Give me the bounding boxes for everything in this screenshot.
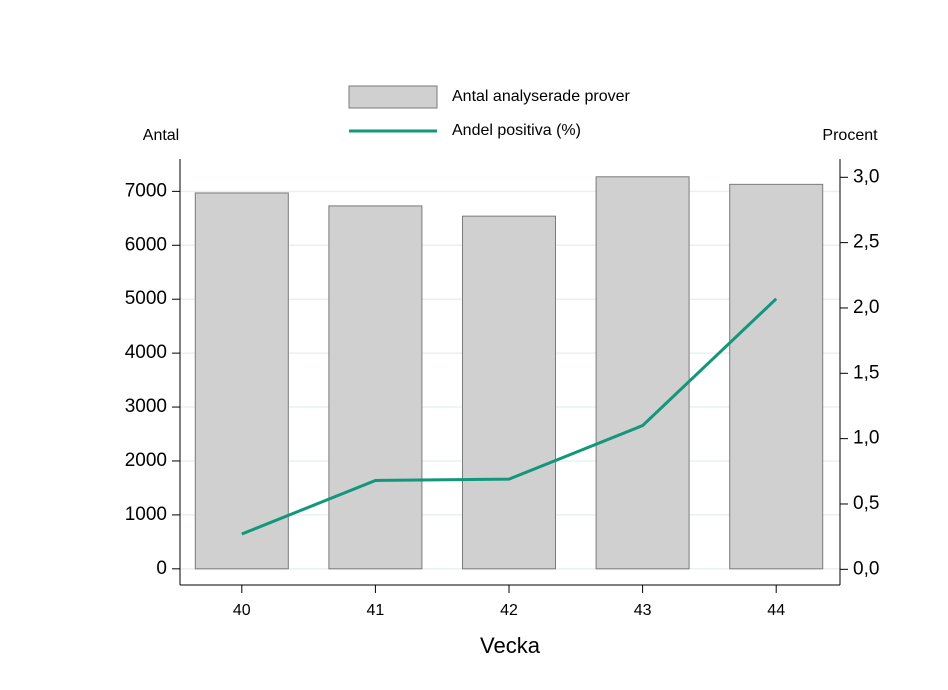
y-tick-label: 2000 [125,450,167,471]
y-tick-label: 5000 [125,288,167,309]
y-tick-label: 7000 [125,180,167,201]
y-tick-label: 1000 [125,504,167,525]
x-tick-label: 43 [634,602,652,619]
y2-tick-label: 3,0 [853,166,879,187]
y2-tick-label: 0,0 [853,558,879,579]
y-tick-label: 0 [156,558,167,579]
y-tick-label: 6000 [125,234,167,255]
y-axis-label: Antal [143,127,179,144]
y2-tick-label: 2,5 [853,232,879,253]
y2-tick-label: 1,0 [853,428,879,449]
y-tick-label: 3000 [125,396,167,417]
bar [194,192,289,570]
x-axis-label: Vecka [480,633,541,658]
bar [462,215,556,570]
x-tick-label: 44 [767,602,785,619]
y-tick-label: 4000 [125,342,167,363]
y2-tick-label: 2,0 [853,297,879,318]
bar [595,176,690,570]
y2-axis-label: Procent [822,127,878,144]
y2-tick-label: 1,5 [853,362,879,383]
bar [328,205,423,570]
bar [729,183,824,570]
y2-tick-label: 0,5 [853,493,879,514]
line [241,297,778,536]
legend-swatch [348,85,438,109]
x-tick-label: 41 [367,602,385,619]
x-tick-label: 42 [500,602,518,619]
x-tick-label: 40 [233,602,251,619]
legend-label: Antal analyserade prover [452,88,631,105]
legend-label: Andel positiva (%) [452,122,581,139]
